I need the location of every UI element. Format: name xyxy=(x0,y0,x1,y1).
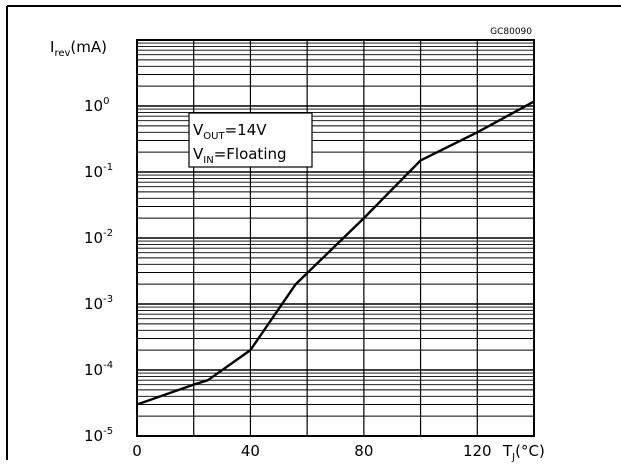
annotation-vout-symbol: V xyxy=(193,121,204,139)
annotation-vout-subscript: OUT xyxy=(203,131,225,142)
y-tick-base: 10 xyxy=(84,295,103,313)
y-tick-label: 10-3 xyxy=(84,294,113,313)
annotation-vin-symbol: V xyxy=(193,145,204,163)
y-tick-exponent: -1 xyxy=(103,162,113,173)
y-tick-exponent: -5 xyxy=(103,426,113,437)
x-tick-label: 80 xyxy=(354,442,373,460)
y-tick-label: 100 xyxy=(84,96,109,115)
y-axis-unit: (mA) xyxy=(70,38,107,56)
annotation-vout-value: =14V xyxy=(225,121,268,139)
x-tick-label: 120 xyxy=(463,442,492,460)
y-tick-exponent: -4 xyxy=(103,360,113,371)
x-axis-symbol: T xyxy=(502,442,513,460)
plot-border xyxy=(136,39,535,437)
annotation-vin-value: =Floating xyxy=(214,145,287,163)
y-tick-label: 10-4 xyxy=(84,360,113,379)
x-tick-label: 40 xyxy=(241,442,260,460)
annotation-box xyxy=(188,112,313,168)
y-tick-base: 10 xyxy=(84,361,103,379)
y-tick-exponent: 0 xyxy=(103,96,109,107)
y-tick-base: 10 xyxy=(84,163,103,181)
y-tick-base: 10 xyxy=(84,427,103,445)
grid-layer xyxy=(137,40,534,437)
x-axis-unit: (°C) xyxy=(515,442,545,460)
y-tick-base: 10 xyxy=(84,97,103,115)
series-line xyxy=(137,100,534,406)
x-axis-subscript: J xyxy=(511,452,515,463)
y-tick-label: 10-5 xyxy=(84,426,113,445)
y-axis-symbol: I xyxy=(50,38,54,56)
y-tick-label: 10-1 xyxy=(84,162,113,181)
annotation-line-2: VIN=Floating xyxy=(193,145,287,166)
y-tick-label: 10-2 xyxy=(84,228,113,247)
figure-code-label: GC80090 xyxy=(490,27,532,37)
y-tick-exponent: -2 xyxy=(103,228,113,239)
y-tick-exponent: -3 xyxy=(103,294,113,305)
y-tick-base: 10 xyxy=(84,229,103,247)
x-tick-label: 0 xyxy=(132,442,142,460)
annotation-vin-subscript: IN xyxy=(203,155,213,166)
y-axis-label: Irev(mA) xyxy=(50,38,107,59)
y-axis-subscript: rev xyxy=(54,48,70,59)
x-axis-label: TJ(°C) xyxy=(502,442,545,463)
annotation-line-1: VOUT=14V xyxy=(193,121,267,142)
series-layer xyxy=(137,100,534,406)
